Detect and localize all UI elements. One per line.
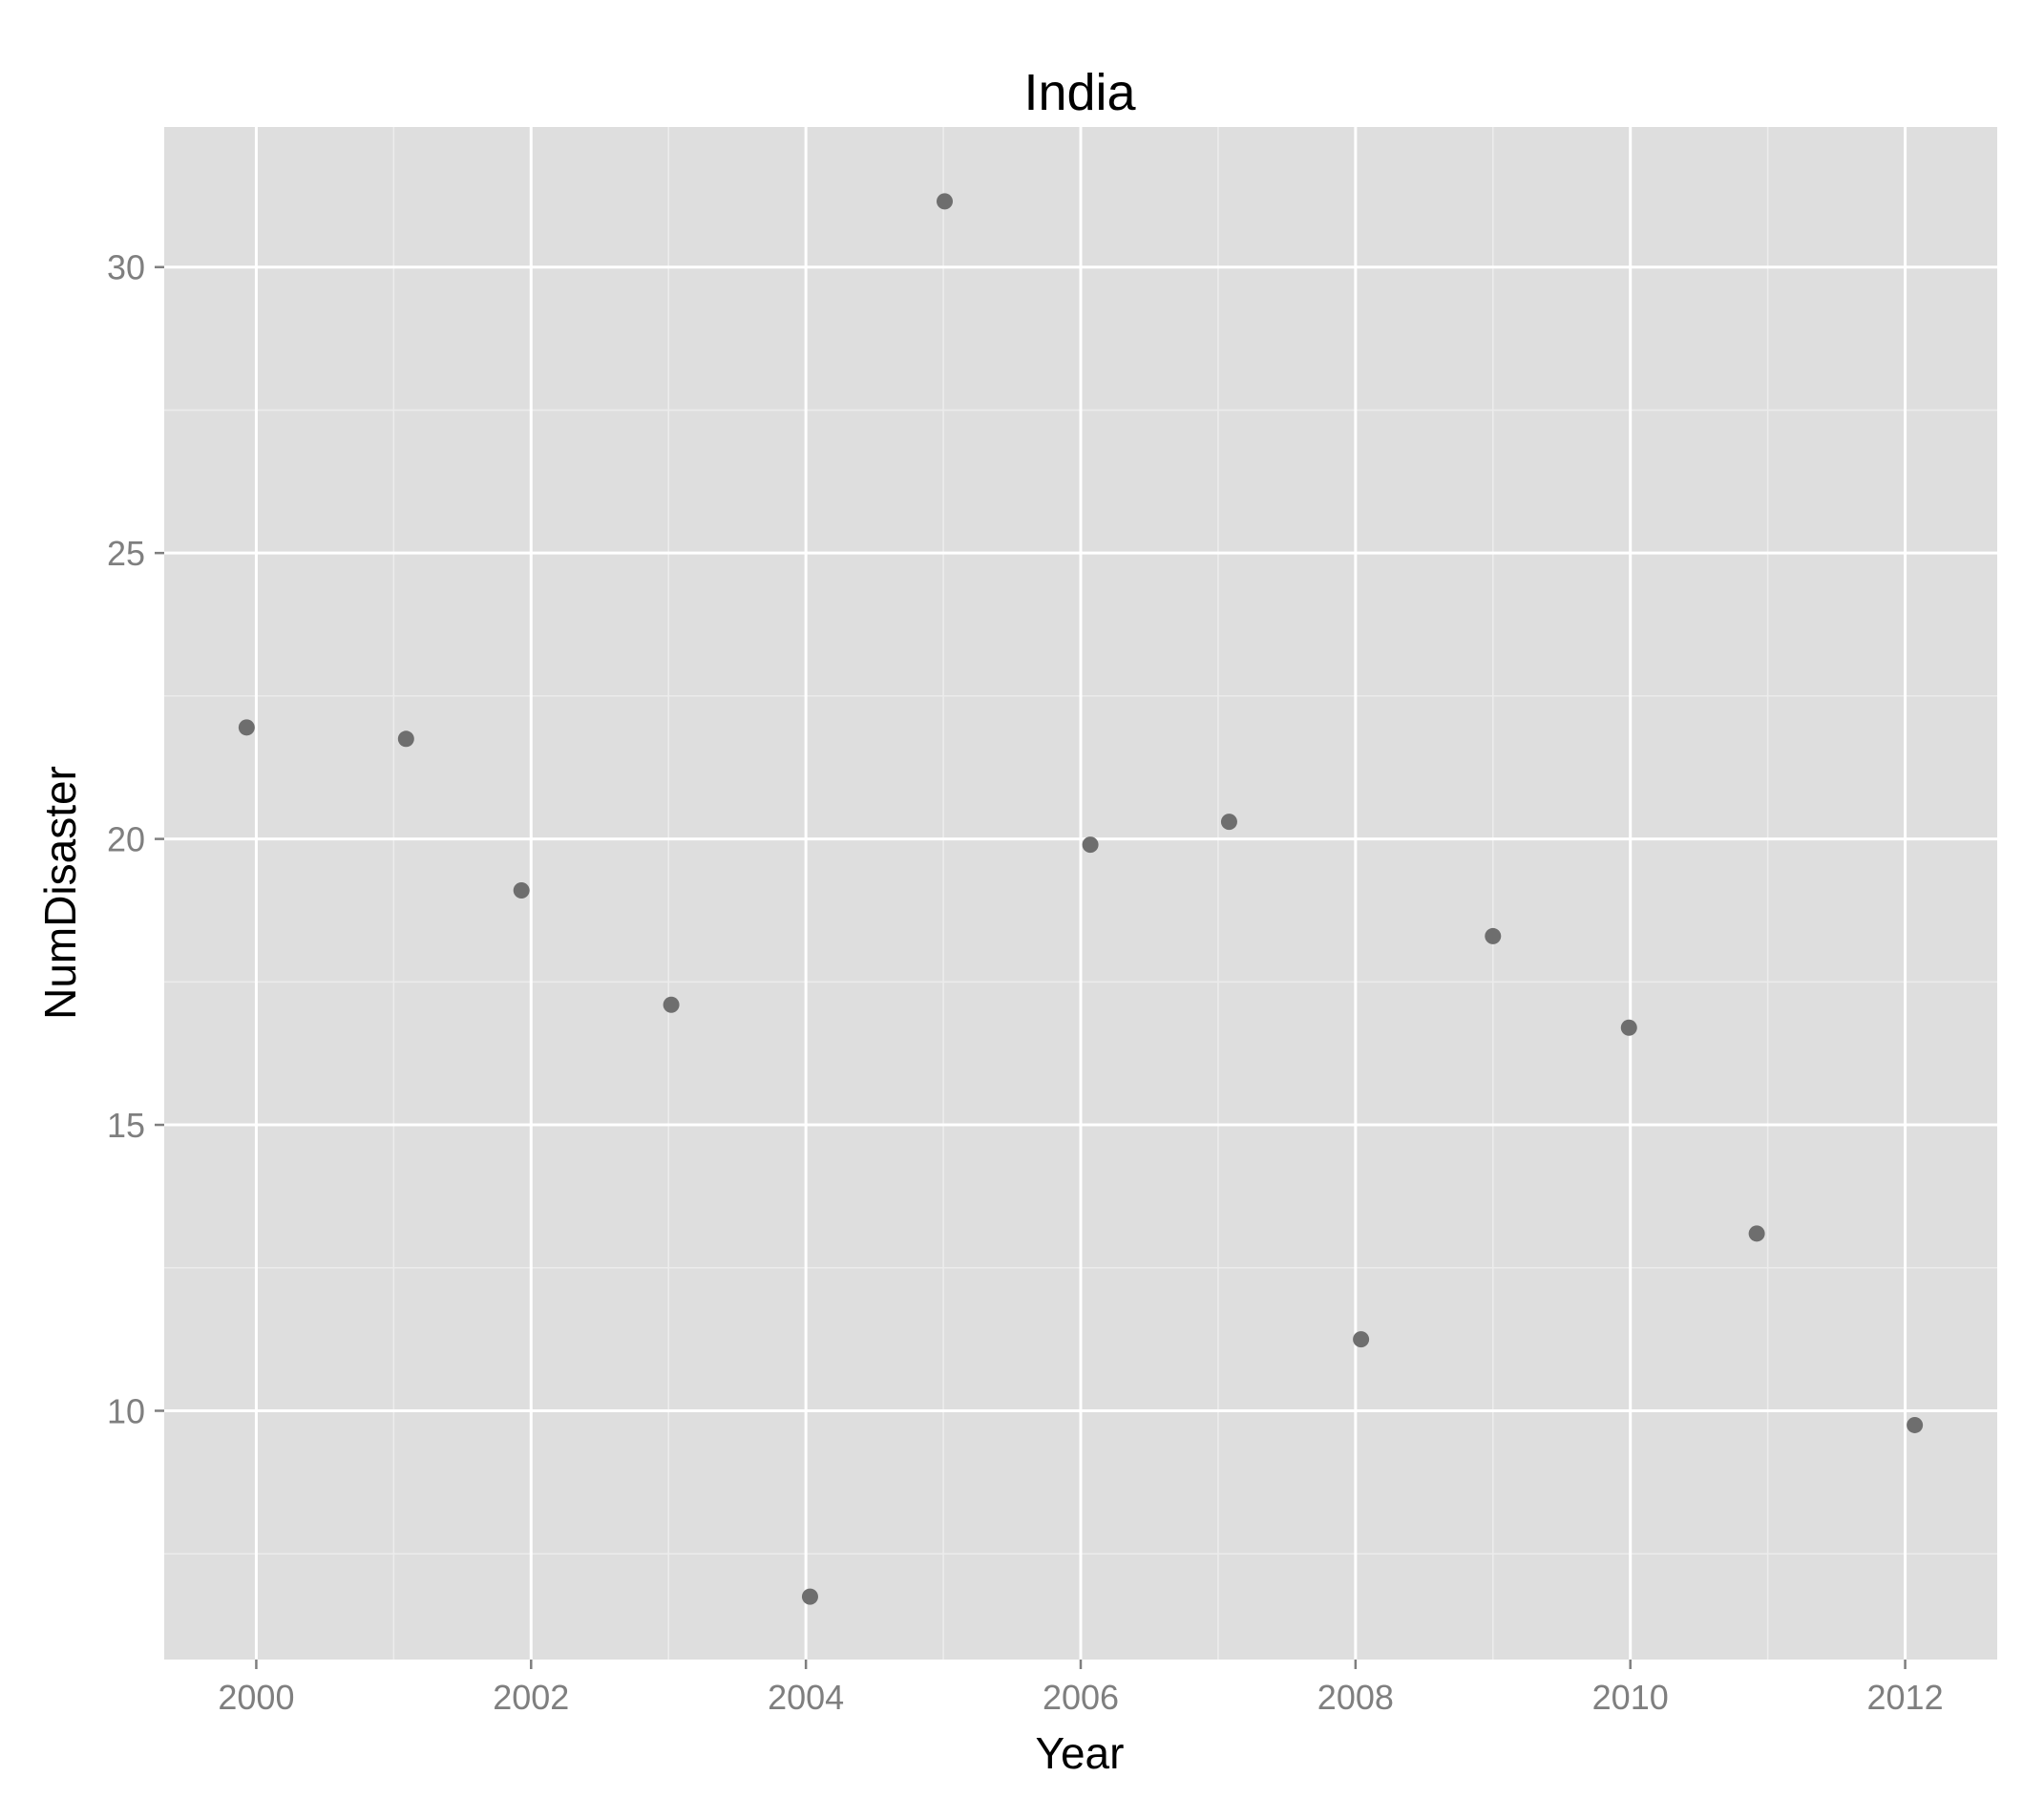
x-tick-label: 2006 — [1043, 1678, 1119, 1717]
data-point — [397, 730, 414, 748]
data-points — [238, 193, 1924, 1605]
data-point — [937, 193, 954, 210]
plot-panel — [164, 127, 1997, 1660]
axes: 2000 2002 2004 2006 2008 2010 2012 10 15 20 25 30 — [107, 248, 1944, 1717]
data-point — [513, 882, 530, 899]
data-point — [663, 996, 680, 1013]
data-point — [801, 1588, 818, 1605]
x-tick-label: 2004 — [768, 1678, 844, 1717]
data-point — [1353, 1331, 1370, 1348]
chart-title: India — [1023, 64, 1136, 121]
data-point — [1907, 1416, 1924, 1433]
data-point — [1620, 1019, 1637, 1036]
data-point — [1082, 836, 1099, 854]
y-axis-title: NumDisaster — [35, 766, 85, 1020]
x-tick-label: 2002 — [493, 1678, 569, 1717]
data-point — [1485, 927, 1502, 944]
x-axis-title: Year — [1036, 1728, 1125, 1778]
x-tick-label: 2012 — [1867, 1678, 1944, 1717]
y-tick-label: 25 — [107, 534, 145, 573]
y-tick-label: 30 — [107, 248, 145, 287]
data-point — [238, 719, 255, 736]
y-tick-label: 10 — [107, 1391, 145, 1430]
x-tick-label: 2010 — [1592, 1678, 1669, 1717]
y-tick-label: 15 — [107, 1106, 145, 1145]
data-point — [1748, 1225, 1765, 1242]
y-tick-label: 20 — [107, 820, 145, 859]
x-tick-label: 2000 — [218, 1678, 294, 1717]
data-point — [1220, 814, 1237, 831]
x-tick-label: 2008 — [1317, 1678, 1394, 1717]
